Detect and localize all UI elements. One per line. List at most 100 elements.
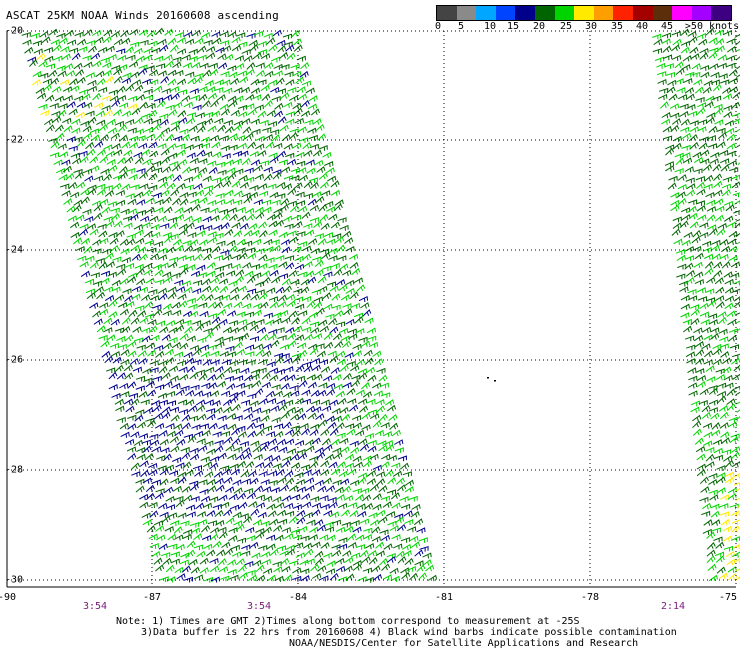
wind-barb xyxy=(705,288,715,295)
wind-barb xyxy=(334,199,344,206)
wind-barb xyxy=(203,39,213,46)
wind-barb xyxy=(721,261,731,269)
wind-barb xyxy=(179,267,189,276)
wind-barb xyxy=(176,149,186,156)
wind-barb xyxy=(273,566,283,573)
wind-barb xyxy=(371,526,381,534)
wind-barb xyxy=(185,399,195,406)
wind-barb xyxy=(279,124,289,132)
wind-barb xyxy=(681,239,691,247)
wind-barb xyxy=(684,255,694,262)
wind-barb xyxy=(214,265,224,272)
wind-barb xyxy=(345,573,355,581)
wind-barb xyxy=(270,56,281,63)
wind-barb xyxy=(178,366,188,373)
wind-barb xyxy=(688,375,698,382)
wind-barb xyxy=(155,132,165,140)
wind-barb xyxy=(243,196,253,204)
wind-barb xyxy=(141,78,151,85)
wind-barb xyxy=(187,232,197,239)
wind-barb xyxy=(184,326,194,334)
wind-barb xyxy=(735,391,740,396)
wind-barb xyxy=(692,229,702,238)
wind-barb xyxy=(333,203,343,212)
longitude-label: -87 xyxy=(142,592,162,603)
wind-barb xyxy=(261,276,271,285)
wind-barb xyxy=(270,276,281,284)
wind-barb xyxy=(236,425,246,432)
wind-barb xyxy=(174,214,185,221)
wind-barb xyxy=(242,302,252,310)
wind-barb xyxy=(394,439,404,446)
wind-barb xyxy=(372,573,383,581)
wind-barb xyxy=(134,191,144,198)
wind-barb xyxy=(719,503,729,509)
wind-barb xyxy=(177,293,187,300)
wind-barb xyxy=(220,575,230,582)
wind-barb xyxy=(175,318,185,326)
wind-barb xyxy=(295,303,305,310)
wind-barb xyxy=(257,40,267,47)
wind-barb xyxy=(220,250,230,256)
wind-barb xyxy=(229,395,239,404)
wind-barb xyxy=(705,28,715,36)
wind-barb xyxy=(710,412,720,420)
wind-barb xyxy=(81,93,91,100)
wind-barb xyxy=(414,549,424,557)
wind-barb xyxy=(254,173,264,180)
wind-barb xyxy=(362,460,372,468)
wind-barb xyxy=(414,560,424,567)
wind-barb xyxy=(343,308,353,316)
wind-barb xyxy=(663,54,673,61)
wind-barb xyxy=(270,239,280,245)
wind-barb xyxy=(728,416,738,423)
wind-barb xyxy=(268,79,278,86)
wind-barb xyxy=(355,544,366,550)
wind-barb xyxy=(266,361,276,368)
wind-barb xyxy=(228,320,238,326)
wind-barb xyxy=(233,230,243,238)
wind-barb xyxy=(283,215,293,222)
wind-barb xyxy=(158,366,168,374)
wind-barb xyxy=(127,340,137,348)
wind-barb xyxy=(83,132,93,140)
wind-barb xyxy=(182,310,193,318)
wind-barb xyxy=(188,303,198,310)
wind-barb xyxy=(241,447,251,454)
wind-barb xyxy=(175,31,185,38)
wind-barb xyxy=(252,519,263,526)
wind-barb xyxy=(696,469,706,477)
wind-barb xyxy=(258,545,268,551)
wind-barb xyxy=(711,429,721,436)
wind-barb xyxy=(276,181,286,189)
wind-barb xyxy=(733,280,740,286)
wind-barb xyxy=(162,309,172,317)
wind-barb xyxy=(279,484,289,492)
wind-barb xyxy=(285,111,295,117)
wind-barb xyxy=(296,509,306,517)
map-title: ASCAT 25KM NOAA Winds 20160608 ascending xyxy=(6,9,279,22)
wind-barb xyxy=(321,438,331,446)
wind-barb xyxy=(24,46,34,54)
wind-barb xyxy=(418,537,428,543)
wind-barb xyxy=(44,118,54,126)
wind-barb xyxy=(710,152,720,159)
legend-swatch xyxy=(495,6,516,20)
wind-barb xyxy=(353,461,363,469)
wind-barb xyxy=(192,465,202,471)
wind-barb xyxy=(694,252,704,260)
wind-barb xyxy=(139,460,149,467)
wind-barb xyxy=(221,213,231,221)
wind-barb xyxy=(281,526,291,534)
wind-barb xyxy=(156,455,166,462)
wind-barb xyxy=(193,253,203,261)
wind-barb xyxy=(255,429,265,437)
wind-barb xyxy=(731,353,740,359)
wind-barb xyxy=(123,149,133,157)
wind-barb xyxy=(207,92,218,100)
wind-barb xyxy=(109,95,119,102)
wind-barb xyxy=(263,32,273,39)
wind-barb xyxy=(99,155,109,164)
wind-barb xyxy=(300,464,310,471)
wind-barb xyxy=(320,541,330,549)
